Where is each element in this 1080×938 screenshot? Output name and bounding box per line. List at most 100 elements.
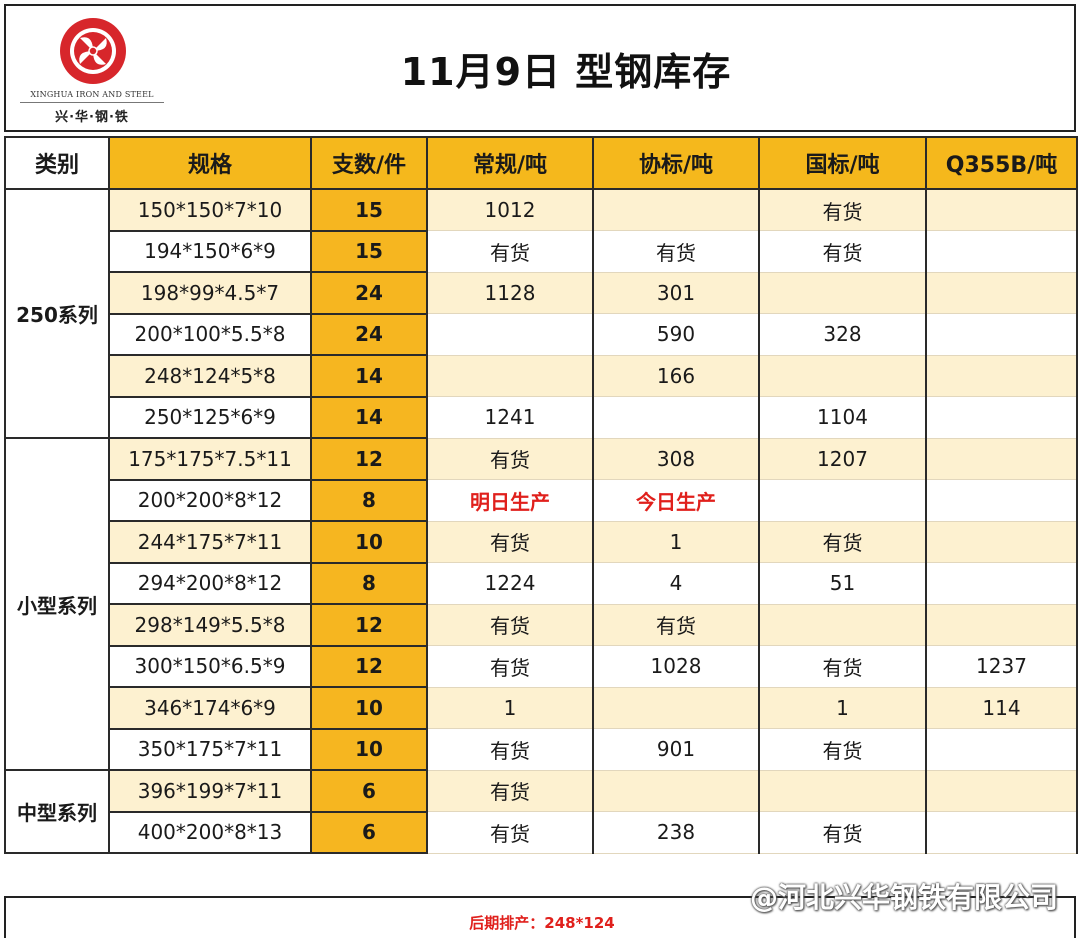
q355b-cell — [925, 313, 1078, 356]
table-body: 250系列 150*150*7*10 15 1012 有货 194*150*6*9 15 有货… — [4, 188, 1078, 854]
spec-cell: 350*175*7*11 — [108, 727, 312, 771]
column-header-q355b: Q355B/吨 — [925, 136, 1078, 190]
q355b-cell — [925, 562, 1078, 605]
assoc-cell — [592, 769, 760, 812]
assoc-cell: 166 — [592, 354, 760, 397]
regular-cell: 1128 — [426, 271, 594, 314]
regular-cell: 明日生产 — [426, 479, 594, 522]
assoc-cell — [592, 686, 760, 729]
assoc-cell: 308 — [592, 437, 760, 480]
table-row: 194*150*6*9 15 有货 有货 有货 — [5, 229, 1078, 273]
national-cell — [758, 271, 927, 314]
xinghua-logo-icon — [60, 18, 126, 84]
assoc-cell — [592, 188, 760, 231]
national-cell: 有货 — [758, 811, 927, 854]
national-cell: 1104 — [758, 396, 927, 439]
column-header-qty: 支数/件 — [310, 136, 428, 190]
regular-cell: 1241 — [426, 396, 594, 439]
national-cell: 1207 — [758, 437, 927, 480]
regular-cell — [426, 313, 594, 356]
regular-cell: 有货 — [426, 769, 594, 812]
table-row: 350*175*7*11 10 有货 901 有货 — [5, 727, 1078, 771]
spec-cell: 194*150*6*9 — [108, 229, 312, 273]
spec-cell: 175*175*7.5*11 — [108, 437, 312, 481]
q355b-cell — [925, 437, 1078, 480]
q355b-cell: 1237 — [925, 645, 1078, 688]
assoc-cell: 901 — [592, 728, 760, 771]
logo-divider — [20, 102, 164, 103]
table-row: 400*200*8*13 6 有货 238 有货 — [5, 810, 1078, 854]
regular-cell: 有货 — [426, 230, 594, 273]
q355b-cell — [925, 354, 1078, 397]
national-cell: 有货 — [758, 188, 927, 231]
table-row: 中型系列 396*199*7*11 6 有货 — [4, 769, 1078, 854]
spec-cell: 248*124*5*8 — [108, 354, 312, 398]
table-row: 200*100*5.5*8 24 590 328 — [5, 312, 1078, 356]
q355b-cell — [925, 479, 1078, 522]
assoc-cell: 1028 — [592, 645, 760, 688]
qty-cell: 10 — [310, 727, 428, 771]
regular-cell — [426, 354, 594, 397]
category-cell: 小型系列 — [4, 437, 110, 771]
qty-cell: 8 — [310, 561, 428, 605]
national-cell — [758, 769, 927, 812]
regular-cell: 1 — [426, 686, 594, 729]
national-cell — [758, 479, 927, 522]
logo-english-text: XINGHUA IRON AND STEEL — [30, 90, 154, 99]
spec-cell: 298*149*5.5*8 — [108, 603, 312, 647]
column-header-national: 国标/吨 — [758, 136, 927, 190]
watermark: @河北兴华钢铁有限公司 — [749, 881, 1058, 914]
assoc-cell: 1 — [592, 520, 760, 563]
spec-cell: 244*175*7*11 — [108, 520, 312, 564]
qty-cell: 6 — [310, 769, 428, 813]
regular-cell: 有货 — [426, 645, 594, 688]
regular-cell: 有货 — [426, 520, 594, 563]
footer: 后期排产：248*124 — [4, 896, 1076, 938]
q355b-cell — [925, 230, 1078, 273]
national-cell — [758, 603, 927, 646]
table-row: 298*149*5.5*8 12 有货 有货 — [5, 603, 1078, 647]
qty-cell: 15 — [310, 188, 428, 232]
assoc-cell: 有货 — [592, 230, 760, 273]
spec-cell: 400*200*8*13 — [108, 810, 312, 854]
national-cell: 51 — [758, 562, 927, 605]
spec-cell: 300*150*6.5*9 — [108, 644, 312, 688]
q355b-cell — [925, 769, 1078, 812]
table-row: 小型系列 175*175*7.5*11 12 有货 308 1207 — [4, 437, 1078, 771]
q355b-cell — [925, 811, 1078, 854]
q355b-cell — [925, 728, 1078, 771]
qty-cell: 12 — [310, 644, 428, 688]
qty-cell: 15 — [310, 229, 428, 273]
spec-cell: 396*199*7*11 — [108, 769, 312, 813]
table-row: 200*200*8*12 8 明日生产 今日生产 — [5, 478, 1078, 522]
table-row: 198*99*4.5*7 24 1128 301 — [5, 271, 1078, 315]
footer-note: 后期排产：248*124 — [469, 914, 615, 932]
qty-cell: 6 — [310, 810, 428, 854]
assoc-cell — [592, 396, 760, 439]
table-row: 250*125*6*9 14 1241 1104 — [5, 395, 1078, 439]
national-cell — [758, 354, 927, 397]
qty-cell: 10 — [310, 686, 428, 730]
spec-cell: 150*150*7*10 — [108, 188, 312, 232]
regular-cell: 有货 — [426, 437, 594, 480]
assoc-cell: 今日生产 — [592, 479, 760, 522]
national-cell: 有货 — [758, 728, 927, 771]
q355b-cell — [925, 603, 1078, 646]
regular-cell: 1224 — [426, 562, 594, 605]
qty-cell: 8 — [310, 478, 428, 522]
national-cell: 有货 — [758, 230, 927, 273]
category-cell: 250系列 — [4, 188, 110, 439]
header: XINGHUA IRON AND STEEL 兴·华·钢·铁 11月9日 型钢库… — [4, 4, 1076, 132]
national-cell: 328 — [758, 313, 927, 356]
column-header-regular: 常规/吨 — [426, 136, 594, 190]
spec-cell: 198*99*4.5*7 — [108, 271, 312, 315]
national-cell: 1 — [758, 686, 927, 729]
qty-cell: 24 — [310, 312, 428, 356]
q355b-cell: 114 — [925, 686, 1078, 729]
assoc-cell: 238 — [592, 811, 760, 854]
table-row: 248*124*5*8 14 166 — [5, 354, 1078, 398]
national-cell: 有货 — [758, 645, 927, 688]
qty-cell: 14 — [310, 354, 428, 398]
qty-cell: 24 — [310, 271, 428, 315]
column-header-spec: 规格 — [108, 136, 312, 190]
